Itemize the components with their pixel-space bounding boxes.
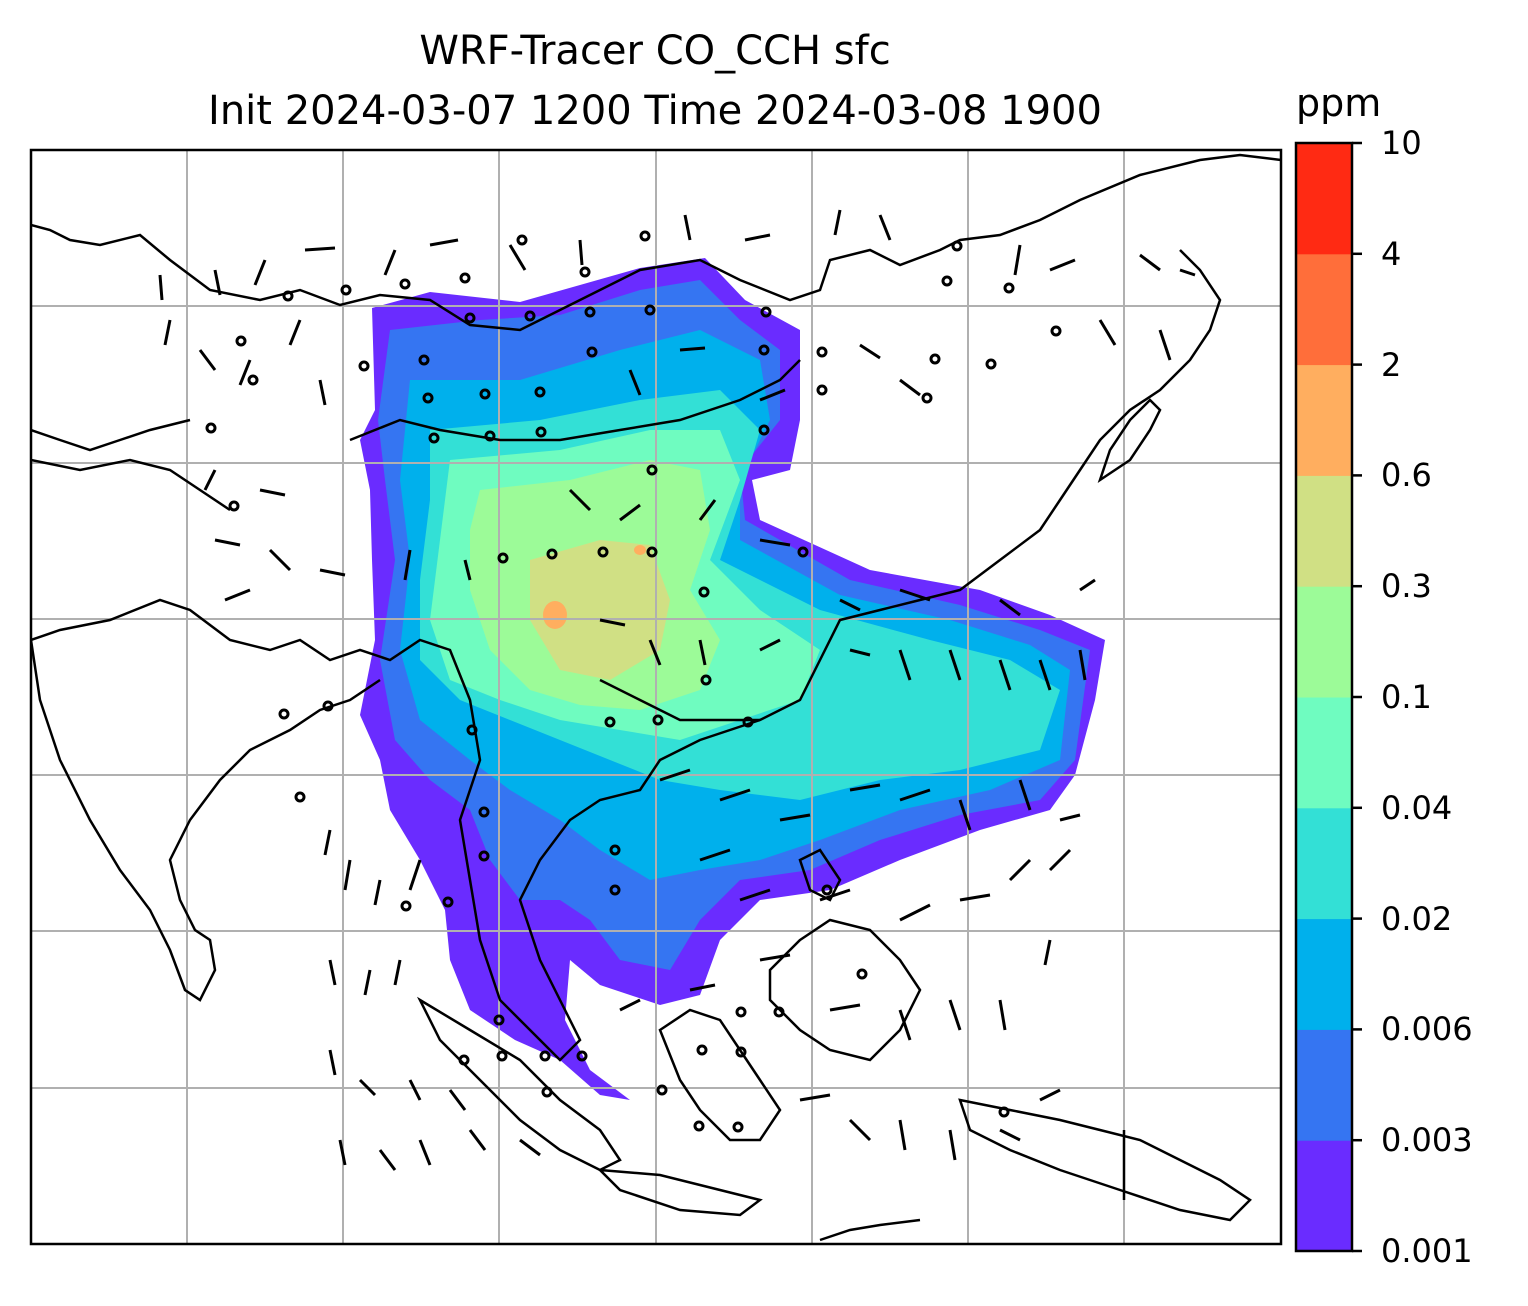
tracer-level7 xyxy=(530,540,670,680)
colorbar-tick-label: 0.3 xyxy=(1381,567,1432,606)
colorbar-tick-label: 10 xyxy=(1381,124,1422,162)
colorbar-tick-label: 0.6 xyxy=(1381,456,1432,495)
wind-barbs xyxy=(158,209,1196,1171)
colorbar-band xyxy=(1296,475,1352,587)
coastlines xyxy=(31,153,1281,1242)
tracer-hotspot xyxy=(634,545,646,555)
gridlines xyxy=(31,150,1281,1244)
colorbar-tick-label: 0.04 xyxy=(1381,788,1453,827)
colorbar xyxy=(1296,143,1352,1252)
tracer-field xyxy=(360,258,1105,1100)
colorbar-ticks xyxy=(1352,141,1362,1253)
map-frame xyxy=(29,148,1283,1246)
map-title: WRF-Tracer CO_CCH sfc xyxy=(419,28,891,74)
colorbar-band xyxy=(1296,918,1352,1030)
colorbar-band xyxy=(1296,1140,1352,1252)
colorbar-tick-label: 0.001 xyxy=(1381,1232,1473,1270)
colorbar-tick-label: 0.003 xyxy=(1381,1121,1473,1160)
colorbar-band xyxy=(1296,697,1352,809)
colorbar-band xyxy=(1296,807,1352,920)
colorbar-band xyxy=(1296,253,1352,366)
colorbar-tick-label: 0.1 xyxy=(1381,678,1432,716)
colorbar-band xyxy=(1296,1029,1352,1141)
colorbar-tick-label: 0.02 xyxy=(1381,899,1453,938)
map-subtitle: Init 2024-03-07 1200 Time 2024-03-08 190… xyxy=(208,88,1102,134)
colorbar-band xyxy=(1296,364,1352,476)
colorbar-tick-label: 4 xyxy=(1381,234,1402,273)
colorbar-band xyxy=(1296,586,1352,698)
colorbar-band xyxy=(1296,143,1352,255)
tracer-hotspot xyxy=(543,601,567,629)
calm-circles xyxy=(205,230,1062,1133)
colorbar-tick-label: 0.006 xyxy=(1381,1010,1473,1049)
colorbar-tick-label: 2 xyxy=(1381,345,1402,384)
